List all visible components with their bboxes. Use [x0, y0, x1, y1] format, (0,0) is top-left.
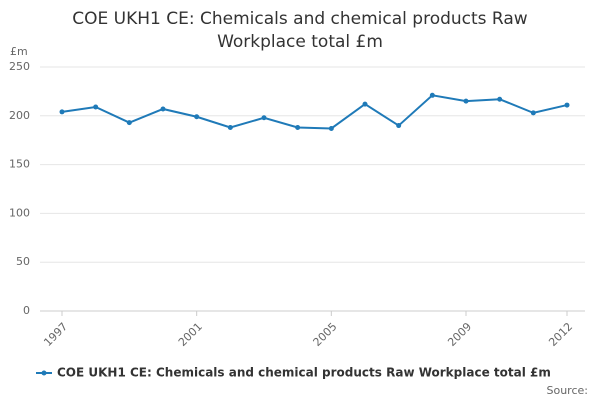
series-line	[61, 94, 568, 130]
data-point	[227, 125, 233, 131]
data-point	[194, 114, 200, 120]
y-tick-label: 200	[9, 109, 30, 122]
x-tick-label: 2009	[445, 320, 474, 349]
data-point	[530, 110, 536, 116]
data-point	[126, 120, 132, 126]
chart-title: COE UKH1 CE: Chemicals and chemical prod…	[72, 9, 528, 52]
data-point	[564, 102, 570, 108]
source: Source:	[547, 384, 589, 397]
x-tick-label: 2005	[311, 320, 340, 349]
data-point	[463, 98, 469, 104]
data-point	[261, 115, 267, 121]
y-tick-label: 0	[23, 304, 30, 317]
data-point	[497, 96, 503, 102]
legend-label: COE UKH1 CE: Chemicals and chemical prod…	[57, 366, 551, 380]
data-point	[59, 109, 65, 115]
x-tick-label: 1997	[41, 320, 70, 349]
legend-marker	[41, 370, 47, 376]
data-point	[429, 92, 435, 98]
x-tick-label: 2001	[176, 320, 205, 349]
data-point	[396, 123, 402, 129]
data-point	[295, 125, 301, 131]
y-tick-label: 50	[16, 255, 30, 268]
y-axis-label: £m	[10, 45, 28, 58]
y-tick-label: 250	[9, 60, 30, 73]
data-point	[93, 104, 99, 110]
data-point	[362, 101, 368, 107]
y-tick-label: 100	[9, 206, 30, 219]
x-tick-label: 2012	[546, 320, 575, 349]
data-point	[328, 125, 334, 131]
y-tick-label: 150	[9, 158, 30, 171]
data-point	[160, 106, 166, 112]
